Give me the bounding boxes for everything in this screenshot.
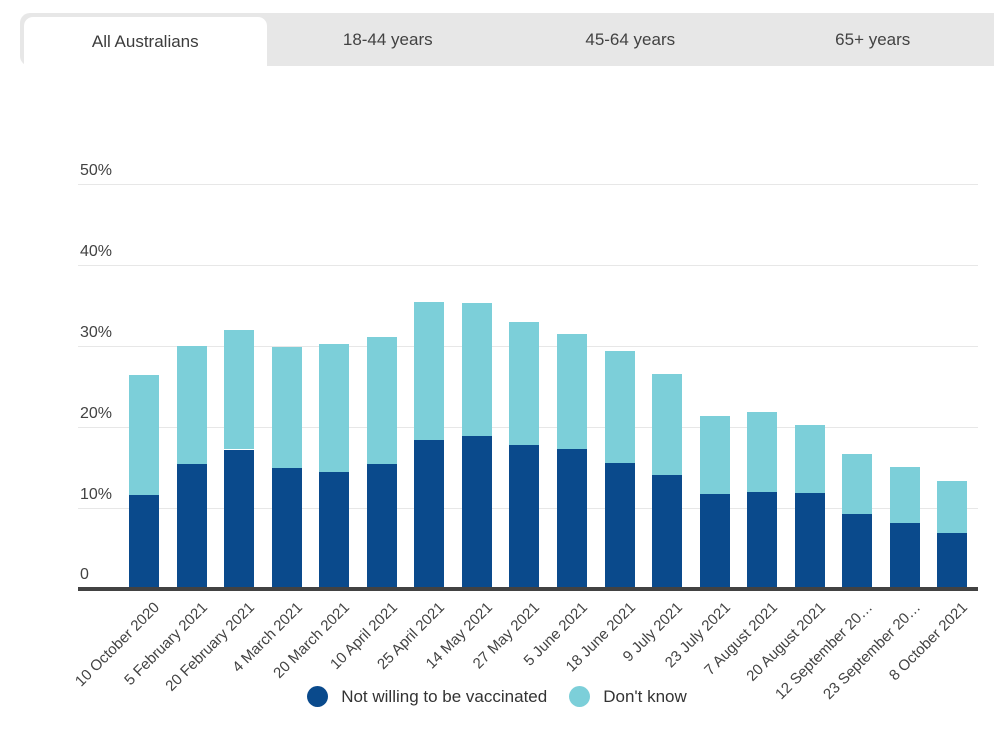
tab-all-australians[interactable]: All Australians bbox=[24, 17, 267, 66]
legend-item-dont-know[interactable]: Don't know bbox=[569, 686, 687, 707]
legend-swatch-dont-know bbox=[569, 686, 591, 707]
bar-segment-dont-know[interactable] bbox=[129, 374, 159, 495]
bar-segment-not-willing[interactable] bbox=[889, 523, 920, 589]
bar-segment-dont-know[interactable] bbox=[604, 350, 635, 464]
y-axis-tick-0: 0 bbox=[80, 566, 89, 583]
bar-segment-not-willing[interactable] bbox=[129, 494, 159, 589]
x-axis-line bbox=[78, 587, 978, 591]
bar-segment-dont-know[interactable] bbox=[652, 374, 683, 476]
bar-segment-dont-know[interactable] bbox=[319, 344, 350, 473]
bar-segment-not-willing[interactable] bbox=[271, 468, 302, 589]
legend-label-not-willing: Not willing to be vaccinated bbox=[341, 686, 548, 706]
bar-segment-dont-know[interactable] bbox=[699, 416, 730, 495]
bar-segment-dont-know[interactable] bbox=[271, 346, 302, 469]
y-axis-tick-10: 10% bbox=[80, 486, 113, 503]
bar-segment-dont-know[interactable] bbox=[794, 425, 825, 494]
legend-swatch-not-willing bbox=[307, 686, 329, 707]
y-axis-tick-50: 50% bbox=[80, 162, 113, 179]
bar-segment-not-willing[interactable] bbox=[509, 444, 540, 589]
tab-bar: All Australians 18-44 years 45-64 years … bbox=[20, 13, 994, 66]
legend-item-not-willing[interactable]: Not willing to be vaccinated bbox=[307, 686, 547, 707]
tab-65-plus-years[interactable]: 65+ years bbox=[835, 29, 911, 49]
bar-segment-dont-know[interactable] bbox=[889, 467, 920, 524]
gridline-40 bbox=[78, 265, 978, 266]
bar-segment-not-willing[interactable] bbox=[652, 475, 683, 589]
bar-segment-not-willing[interactable] bbox=[319, 472, 350, 589]
bar-segment-not-willing[interactable] bbox=[224, 449, 255, 589]
bar-segment-dont-know[interactable] bbox=[176, 345, 207, 465]
bar-segment-dont-know[interactable] bbox=[224, 330, 255, 450]
y-axis-tick-30: 30% bbox=[80, 324, 113, 341]
bar-segment-not-willing[interactable] bbox=[842, 514, 873, 589]
y-axis-tick-20: 20% bbox=[80, 405, 113, 422]
bar-segment-not-willing[interactable] bbox=[461, 435, 492, 589]
x-axis-label: 8 October 2021 bbox=[886, 599, 972, 685]
bar-segment-not-willing[interactable] bbox=[747, 492, 778, 589]
bar-segment-dont-know[interactable] bbox=[842, 454, 873, 515]
bar-segment-not-willing[interactable] bbox=[176, 464, 207, 589]
bar-segment-dont-know[interactable] bbox=[556, 333, 587, 449]
bar-segment-not-willing[interactable] bbox=[937, 533, 968, 589]
chart-legend: Not willing to be vaccinated Don't know bbox=[0, 686, 994, 707]
bar-segment-not-willing[interactable] bbox=[414, 439, 445, 589]
bar-segment-not-willing[interactable] bbox=[556, 448, 587, 589]
chart-plot-area: 50% 40% 30% 20% 10% 0 10 October 2020 5 F… bbox=[0, 66, 994, 732]
tab-18-44-years[interactable]: 18-44 years bbox=[342, 29, 433, 49]
bar-segment-dont-know[interactable] bbox=[509, 322, 540, 445]
bar-segment-dont-know[interactable] bbox=[461, 302, 492, 436]
legend-label-dont-know: Don't know bbox=[603, 686, 687, 706]
bar-segment-not-willing[interactable] bbox=[699, 494, 730, 589]
bar-segment-dont-know[interactable] bbox=[414, 301, 445, 440]
bar-segment-not-willing[interactable] bbox=[794, 493, 825, 589]
bar-segment-dont-know[interactable] bbox=[366, 336, 397, 465]
y-axis-tick-40: 40% bbox=[80, 243, 113, 260]
bar-segment-not-willing[interactable] bbox=[604, 463, 635, 589]
bar-segment-dont-know[interactable] bbox=[937, 481, 968, 534]
tab-45-64-years[interactable]: 45-64 years bbox=[585, 29, 676, 49]
gridline-50 bbox=[78, 184, 978, 185]
bar-segment-not-willing[interactable] bbox=[366, 464, 397, 589]
bar-segment-dont-know[interactable] bbox=[747, 412, 778, 493]
